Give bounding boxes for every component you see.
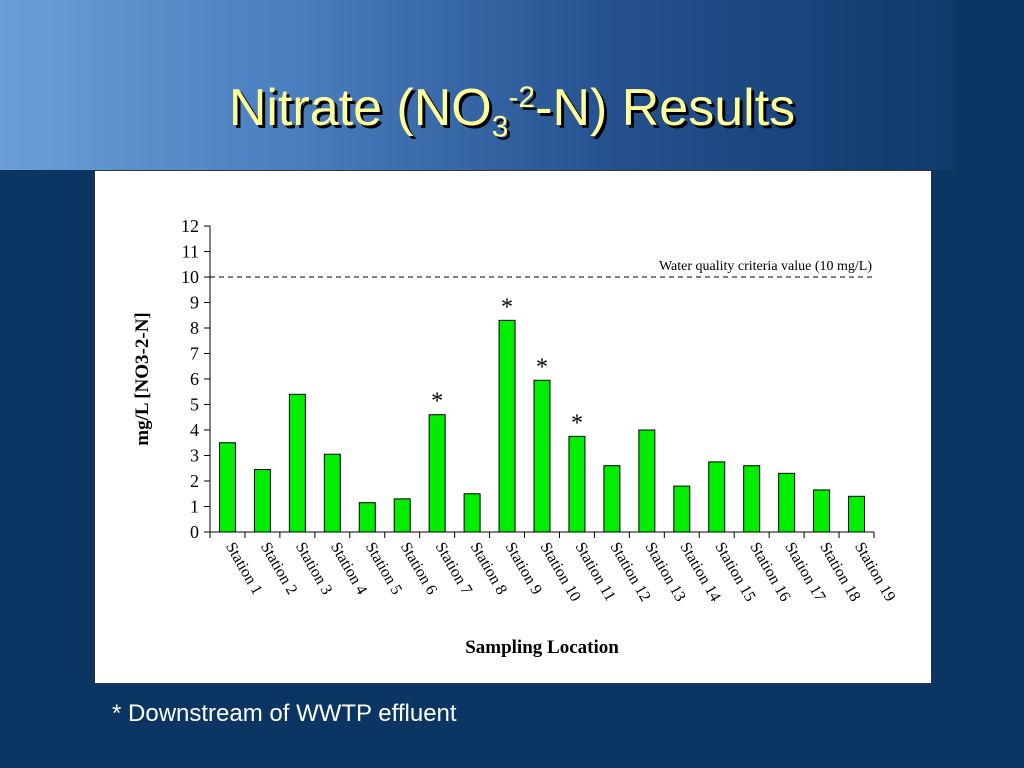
- bar-marker: *: [501, 294, 513, 320]
- bar: [743, 465, 761, 533]
- y-tick-label: 0: [190, 522, 199, 542]
- title-band: [0, 0, 955, 170]
- bar: [778, 472, 796, 533]
- bar-marker: *: [571, 410, 583, 436]
- footnote: * Downstream of WWTP effluent: [112, 700, 457, 727]
- title-main-after: -N) Results: [535, 79, 796, 137]
- bar: [253, 469, 271, 533]
- bar: [638, 429, 656, 533]
- y-tick-label: 9: [190, 293, 199, 313]
- y-tick-label: 1: [190, 497, 199, 517]
- y-tick-label: 10: [181, 267, 199, 287]
- y-tick-label: 12: [181, 216, 199, 236]
- bar: [323, 453, 341, 533]
- chart-panel: 0 1 2 3 4 5 6 7 8 9 10 11 12 Water quality criteria v…: [94, 170, 932, 684]
- x-axis-label: Sampling Location: [465, 637, 619, 658]
- y-tick-label: 2: [190, 471, 199, 491]
- title-superscript: -2: [508, 80, 536, 114]
- y-tick-label: 6: [190, 369, 199, 389]
- bar: [463, 493, 481, 533]
- bar: [533, 379, 551, 533]
- y-tick-label: 4: [190, 420, 199, 440]
- bar: [813, 489, 831, 533]
- y-tick-label: 3: [190, 446, 199, 466]
- reference-line-label: Water quality criteria value (10 mg/L): [659, 259, 872, 274]
- bar: [358, 502, 376, 533]
- y-tick-label: 5: [190, 395, 199, 415]
- bar: [708, 461, 726, 533]
- bar-marker: *: [431, 389, 443, 415]
- y-tick-label: 7: [190, 344, 199, 364]
- title-main-before: Nitrate (NO: [228, 79, 492, 137]
- bar: [673, 485, 691, 533]
- bar: [568, 435, 586, 533]
- bar: [848, 495, 866, 533]
- bar: [288, 393, 306, 533]
- bar: [218, 442, 236, 533]
- bar-marker: *: [536, 354, 548, 380]
- y-tick-label: 8: [190, 318, 199, 338]
- bar: [498, 319, 516, 533]
- y-tick-label: 11: [182, 242, 199, 262]
- title-subscript: 3: [491, 110, 509, 144]
- y-axis-label: mg/L [NO3-2-N]: [132, 312, 153, 446]
- page-title: Nitrate (NO3-2-N) Results: [0, 82, 1024, 142]
- bar: [393, 498, 411, 533]
- bar: [603, 465, 621, 533]
- bar: [428, 414, 446, 533]
